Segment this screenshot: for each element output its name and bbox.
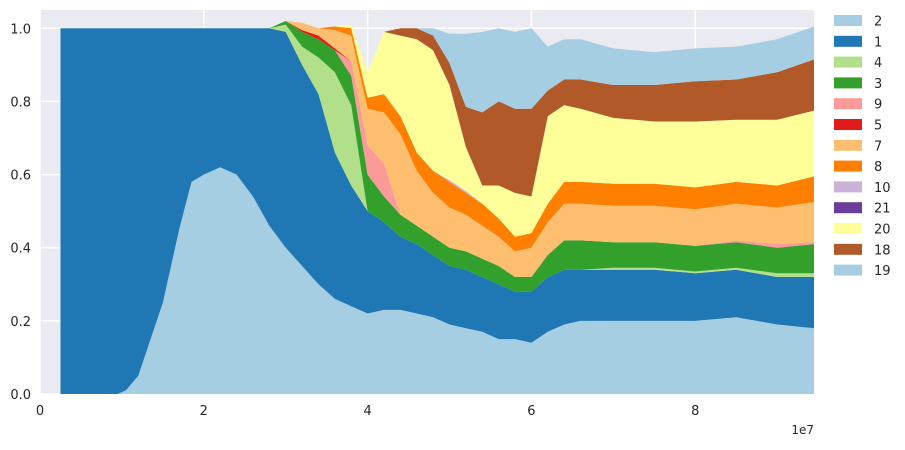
area-series-19 — [60, 21, 814, 113]
legend-label: 4 — [874, 56, 882, 71]
legend-swatch — [834, 98, 862, 110]
legend-swatch — [834, 77, 862, 89]
area-series-2 — [60, 167, 814, 394]
legend-label: 3 — [874, 77, 882, 92]
legend-item-18: 18 — [834, 243, 891, 258]
area-series-7 — [60, 21, 814, 277]
legend-label: 2 — [874, 15, 882, 30]
area-series-20 — [60, 21, 814, 237]
legend-item-21: 21 — [834, 202, 891, 217]
legend-swatch — [834, 202, 862, 214]
legend-item-8: 8 — [834, 160, 882, 175]
legend-swatch — [834, 56, 862, 68]
x-tick-label: 4 — [363, 404, 371, 419]
legend-swatch — [834, 160, 862, 172]
y-tick-label: 0.2 — [10, 315, 31, 330]
legend-label: 18 — [874, 243, 891, 258]
y-tick-label: 0.0 — [10, 388, 31, 403]
area-series-8 — [60, 21, 814, 252]
y-tick-label: 0.8 — [10, 95, 31, 110]
legend-label: 21 — [874, 202, 891, 217]
legend-swatch — [834, 223, 862, 234]
legend-label: 9 — [874, 98, 882, 113]
legend-swatch — [834, 264, 862, 276]
legend-swatch — [834, 243, 862, 255]
y-tick-label: 0.4 — [10, 242, 31, 257]
legend-item-9: 9 — [834, 98, 882, 113]
legend-label: 7 — [874, 139, 882, 154]
legend-label: 19 — [874, 264, 891, 279]
legend-item-2: 2 — [834, 15, 882, 30]
legend-swatch — [834, 139, 862, 151]
area-series-3 — [60, 21, 814, 292]
area-series-group — [60, 21, 814, 395]
legend-swatch — [834, 15, 862, 26]
x-axis-offset-label: 1e7 — [791, 423, 814, 437]
legend-item-19: 19 — [834, 264, 891, 279]
legend-label: 10 — [874, 181, 891, 196]
x-axis-ticks: 0 2 4 6 8 — [36, 404, 700, 419]
legend-item-4: 4 — [834, 56, 882, 71]
legend-item-3: 3 — [834, 77, 882, 92]
legend-item-7: 7 — [834, 139, 882, 154]
legend-item-1: 1 — [834, 35, 882, 50]
y-tick-label: 1.0 — [10, 22, 31, 37]
legend-item-5: 5 — [834, 119, 882, 134]
x-tick-label: 0 — [36, 404, 44, 419]
x-tick-label: 2 — [200, 404, 208, 419]
x-tick-label: 6 — [527, 404, 535, 419]
legend-label: 8 — [874, 160, 882, 175]
y-axis-ticks: 0.0 0.2 0.4 0.6 0.8 1.0 — [10, 22, 31, 403]
legend-swatch — [834, 119, 862, 130]
area-series-1 — [60, 28, 814, 395]
legend-swatch — [834, 35, 862, 47]
legend-label: 1 — [874, 35, 882, 50]
legend-swatch — [834, 181, 862, 193]
legend-label: 20 — [874, 223, 891, 238]
legend-item-10: 10 — [834, 181, 891, 196]
legend-label: 5 — [874, 119, 882, 134]
area-series-18 — [60, 21, 814, 197]
legend-item-20: 20 — [834, 223, 891, 238]
x-tick-label: 8 — [691, 404, 699, 419]
y-tick-label: 0.6 — [10, 169, 31, 184]
